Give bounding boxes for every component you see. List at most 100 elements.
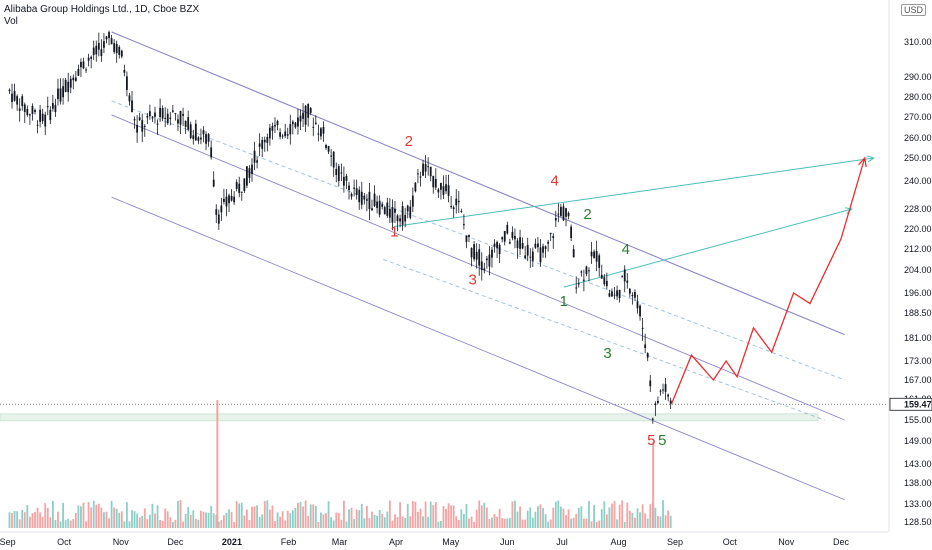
volume-bar: [166, 511, 169, 528]
candle: [434, 168, 437, 191]
candle: [110, 34, 113, 45]
volume-bar: [207, 512, 210, 528]
forecast-arrowhead: [858, 156, 867, 167]
volume-bar: [618, 504, 621, 528]
volume-bar: [100, 507, 103, 528]
volume-bar: [570, 518, 573, 528]
candle: [340, 163, 343, 182]
candle: [314, 115, 317, 125]
candle-body: [565, 208, 567, 217]
candle-body: [595, 251, 598, 262]
volume-bar: [87, 502, 90, 528]
candle-body: [268, 127, 271, 139]
volume-bar: [256, 505, 259, 528]
candle: [202, 126, 205, 143]
candle: [85, 67, 87, 73]
candle: [286, 127, 289, 140]
candle-body: [621, 276, 624, 278]
candle-body: [442, 186, 445, 195]
volume-bar: [611, 503, 613, 528]
candle: [34, 108, 36, 115]
candle: [508, 238, 511, 245]
candle: [245, 166, 248, 189]
candle: [238, 176, 241, 198]
candle: [131, 90, 133, 113]
candle-body: [85, 69, 87, 71]
candle: [383, 205, 386, 215]
candle: [577, 278, 580, 288]
volume-bar: [549, 519, 552, 528]
candle: [197, 136, 200, 145]
volume-bar: [110, 500, 113, 528]
projection-line-lower: [563, 208, 853, 288]
candle-body: [317, 133, 320, 135]
volume-bar: [302, 506, 304, 528]
candle: [422, 159, 424, 176]
candle: [146, 112, 149, 125]
candle: [194, 119, 197, 142]
candle: [307, 103, 310, 127]
candle-body: [194, 123, 197, 141]
candle-body: [570, 226, 573, 238]
currency-badge[interactable]: USD: [900, 4, 926, 16]
candle-body: [235, 182, 238, 189]
channel-upper-line: [111, 31, 845, 336]
candle: [57, 78, 59, 106]
candle: [498, 243, 501, 264]
candle: [44, 111, 47, 136]
candle-body: [603, 277, 606, 285]
volume-bar: [146, 519, 149, 528]
candle-body: [634, 291, 636, 298]
candle: [657, 396, 659, 405]
volume-bar: [54, 520, 57, 528]
candle-body: [80, 61, 82, 68]
wave-label-green-1: 1: [560, 293, 568, 310]
candle-body: [271, 125, 274, 131]
candle-body: [131, 100, 133, 113]
candle-body: [136, 124, 139, 133]
volume-bar: [434, 502, 437, 528]
candle-body: [386, 202, 389, 216]
candle: [580, 270, 583, 277]
candle: [253, 141, 256, 171]
candle: [141, 113, 144, 143]
volume-bar: [401, 516, 404, 528]
volume-bar: [194, 518, 197, 528]
volume-bar: [345, 521, 348, 528]
volume-bar: [16, 511, 19, 528]
wave-label-green-3: 3: [603, 345, 611, 362]
candle: [409, 199, 412, 220]
candle: [406, 204, 409, 219]
candle: [401, 201, 404, 231]
candle: [171, 104, 174, 113]
candle: [355, 179, 358, 200]
volume-bar: [77, 505, 80, 528]
candle: [235, 179, 238, 192]
candle-body: [123, 69, 126, 73]
volume-bar: [657, 515, 659, 528]
volume-bar: [636, 508, 639, 528]
candle: [240, 191, 243, 201]
candle-body: [8, 89, 11, 92]
candle: [294, 121, 297, 129]
candle: [156, 119, 159, 136]
volume-bar: [18, 519, 21, 528]
candle-body: [233, 196, 236, 203]
volume-bar: [299, 502, 302, 528]
volume-spike-bar: [216, 400, 219, 528]
candle-body: [457, 200, 460, 203]
volume-bar: [554, 501, 557, 528]
wave-label-red-3: 3: [468, 271, 476, 288]
candle-body: [304, 105, 307, 125]
volume-bar: [493, 513, 496, 528]
candle: [417, 169, 419, 184]
candle: [337, 164, 340, 187]
candle-body: [628, 288, 631, 294]
volume-bar: [450, 505, 453, 528]
volume-bar: [667, 510, 670, 528]
x-tick-label: Nov: [113, 537, 130, 547]
candle: [39, 104, 42, 128]
candle: [575, 276, 578, 294]
volume-bar: [233, 521, 236, 528]
